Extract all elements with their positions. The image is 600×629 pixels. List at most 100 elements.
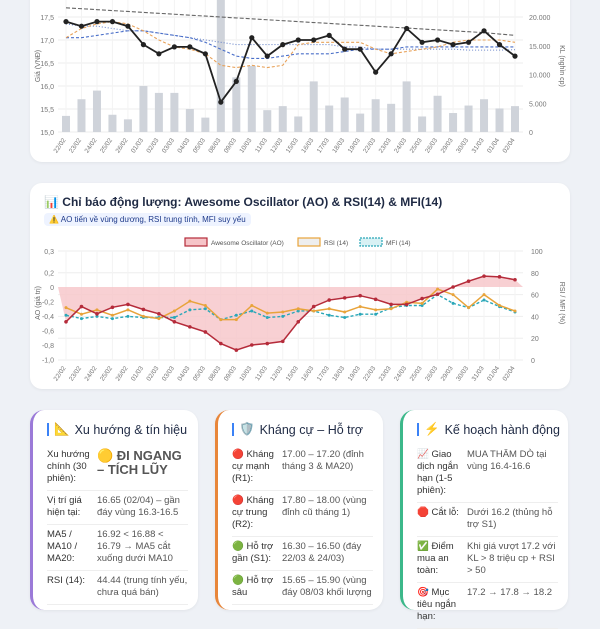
card-icon: 🛡️ <box>239 422 255 436</box>
row-value: Dưới 16.2 (thủng hỗ trợ S1) <box>467 507 553 530</box>
x-tick-label: 02/03 <box>145 137 160 155</box>
price-point <box>125 23 131 29</box>
ao-line <box>65 275 516 351</box>
price-point <box>63 19 69 25</box>
info-row: Xu hướng chính (30 phiên): 🟡 ĐI NGANG – T… <box>47 445 188 491</box>
trend-card: 📐 Xu hướng & tín hiệu Xu hướng chính (30 p… <box>30 410 198 610</box>
legend-label: MFI (14) <box>386 240 411 247</box>
price-point <box>264 53 270 59</box>
x-tick-label: 24/03 <box>393 365 408 383</box>
x-tick-label: 23/02 <box>68 137 83 155</box>
info-row: 🛑 Cắt lỗ: Dưới 16.2 (thủng hỗ trợ S1) <box>417 503 558 537</box>
mfi-point <box>95 314 99 318</box>
y-tick-label: -1,0 <box>42 358 54 365</box>
x-tick-label: 25/02 <box>99 137 114 155</box>
x-tick-label: 01/03 <box>130 365 145 383</box>
volume-bar <box>309 81 318 132</box>
legend-swatch <box>184 237 208 247</box>
volume-bar <box>480 99 489 132</box>
ao-point <box>280 339 285 344</box>
rsi-point <box>327 307 331 311</box>
mfi-point <box>343 315 347 319</box>
row-value: 17.80 – 18.00 (vùng đỉnh cũ tháng 1) <box>282 495 367 518</box>
x-tick-label: 31/03 <box>471 365 486 383</box>
x-tick-label: 02/03 <box>145 365 160 383</box>
rsi-point <box>389 307 393 311</box>
mfi-point <box>203 307 207 311</box>
x-tick-label: 05/03 <box>192 137 207 155</box>
momentum-card: 📊 Chỉ báo động lượng: Awesome Oscillator… <box>30 183 570 389</box>
price-point <box>388 51 394 57</box>
x-tick-label: 15/03 <box>285 365 300 383</box>
price-point <box>512 53 518 59</box>
price-line <box>65 20 516 105</box>
x-tick-label: 29/03 <box>440 365 455 383</box>
row-value: 16.65 (02/04) – gần đáy vùng 16.3-16.5 <box>97 495 180 518</box>
mfi-point <box>188 308 192 312</box>
legend-label: RSI (14) <box>324 240 348 247</box>
rsi-point <box>172 309 176 313</box>
ao-point <box>126 302 130 307</box>
y-tick-label: 0,2 <box>44 271 54 278</box>
volume-bar <box>77 99 86 132</box>
x-tick-label: 26/02 <box>114 137 129 155</box>
rsi-point <box>420 301 424 305</box>
ao-point <box>513 277 517 282</box>
rsi-point <box>312 309 316 313</box>
price-point <box>434 37 441 43</box>
y-tick-label: 0 <box>50 285 54 292</box>
row-label: 🟢 Hỗ trợ sâu <box>232 575 274 598</box>
y-tick-label: -0,8 <box>42 343 54 350</box>
rsi-point <box>482 293 486 297</box>
x-tick-label: 08/03 <box>207 137 222 155</box>
x-tick-label: 17/03 <box>316 137 331 155</box>
y2-tick-label: 15.000 <box>529 44 551 51</box>
momentum-badge: ⚠️ AO tiến về vùng dương, RSI trung tính… <box>44 213 251 226</box>
x-tick-label: 31/03 <box>471 137 486 155</box>
mfi-point <box>296 309 300 313</box>
row-label: ✅ Điểm mua an toàn: <box>417 541 454 576</box>
price-point <box>233 78 239 84</box>
x-tick-label: 22/02 <box>53 365 68 383</box>
price-point <box>404 25 410 32</box>
price-point <box>496 42 503 48</box>
x-tick-label: 04/03 <box>176 137 191 155</box>
x-tick-label: 25/03 <box>409 137 424 155</box>
volume-bar <box>232 77 241 132</box>
ao-point <box>404 302 409 307</box>
rsi-point <box>79 312 83 316</box>
x-tick-label: 15/03 <box>285 137 300 155</box>
volume-bar <box>62 115 70 132</box>
rsi-point <box>141 314 145 318</box>
row-label: MA5 / MA10 / MA20: <box>47 529 78 564</box>
volume-bar <box>371 99 380 132</box>
price-point <box>202 51 208 57</box>
ao-point <box>497 275 502 279</box>
price-volume-chart: 15,0 15,5 16,0 16,5 17,0 17,5 0 5.000 10.000 15.0… <box>35 0 565 155</box>
y-tick-label: 15,0 <box>40 130 54 137</box>
x-tick-label: 30/03 <box>455 365 470 383</box>
y2-tick-label: 100 <box>531 249 543 256</box>
price-point <box>171 44 177 50</box>
price-point <box>311 37 317 43</box>
y2-tick-label: 0 <box>531 358 535 365</box>
price-point <box>187 44 193 50</box>
price-point <box>326 32 332 39</box>
y-tick-label: -0,6 <box>42 329 54 336</box>
mfi-point <box>110 317 114 321</box>
row-value: 16.92 < 16.88 < 16.79 → MA5 cắt xuống dư… <box>97 529 173 564</box>
y2-tick-label: 40 <box>531 314 539 321</box>
x-tick-label: 12/03 <box>269 365 284 383</box>
legend-swatch <box>359 237 383 247</box>
y2-axis-label: RSI / MFI (%) <box>558 282 565 324</box>
card-title: 📐 Xu hướng & tín hiệu <box>47 422 198 437</box>
rsi-point <box>513 309 517 313</box>
rsi-point <box>250 304 254 307</box>
momentum-title: 📊 Chỉ báo động lượng: Awesome Oscillator… <box>44 195 443 209</box>
x-tick-label: 24/02 <box>84 365 99 383</box>
rsi-point <box>265 311 269 315</box>
info-row: 🔴 Kháng cự mạnh (R1): 17.00 – 17.20 (đỉnh… <box>232 445 373 491</box>
row-value: MUA THĂM DÒ tại vùng 16.4-16.6 <box>467 449 547 472</box>
rsi-point <box>343 310 347 314</box>
x-tick-label: 22/03 <box>362 365 377 383</box>
